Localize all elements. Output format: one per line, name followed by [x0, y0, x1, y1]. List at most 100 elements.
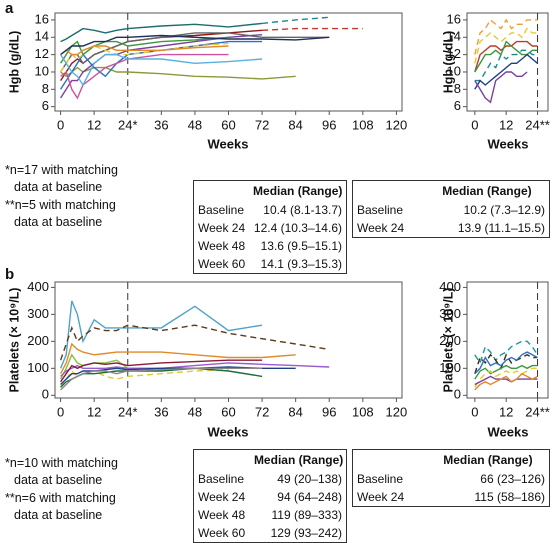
table-value: 66 (23–126)	[480, 472, 545, 486]
table-header-row: Median (Range)	[353, 181, 550, 202]
table-label: Week 60	[198, 257, 246, 271]
table-value: 94 (64–248)	[277, 490, 342, 504]
plot-frame	[54, 281, 403, 399]
series-line	[60, 22, 263, 43]
table-label: Week 24	[198, 490, 246, 504]
table-header-row: Median (Range)	[353, 450, 550, 471]
table-value: 13.6 (9.5–15.1)	[260, 239, 342, 253]
series-line	[474, 49, 538, 82]
y-axis-label: Platelets (× 10⁹/L)	[7, 288, 21, 393]
x-tick-label: 120	[386, 117, 408, 132]
table-header-cell	[353, 181, 425, 202]
table-header-row: Median (Range)	[194, 181, 347, 202]
table-row: Week 48 119 (89–333)	[194, 506, 347, 524]
x-tick-label: 0	[57, 404, 64, 419]
table-header-cell	[194, 181, 250, 202]
x-tick-label: 72	[255, 404, 269, 419]
x-tick-label: 48	[188, 117, 202, 132]
table-label: Baseline	[198, 472, 245, 486]
x-tick-label: 96	[322, 404, 336, 419]
x-tick-label: 12	[87, 117, 101, 132]
table-value: 129 (93–242)	[270, 526, 342, 540]
y-tick-label: 400	[27, 279, 49, 294]
y-tick-label: 12	[35, 46, 49, 61]
table-header-cell	[194, 450, 252, 471]
table-header: Median (Range)	[253, 453, 344, 467]
table-row: Week 24 115 (58–186)	[353, 488, 550, 507]
table-row: Week 60 129 (93–242)	[194, 524, 347, 543]
table-label: Week 24	[357, 490, 405, 504]
footnote: data at baseline	[14, 473, 103, 487]
x-tick-label: 24*	[118, 404, 138, 419]
y-axis-label: Hgb (g/dL)	[441, 31, 455, 93]
y-tick-label: 12	[447, 46, 461, 61]
table-label: Week 60	[198, 526, 246, 540]
table-label: Week 24	[198, 221, 246, 235]
table-row: Week 24 13.9 (11.1–15.5)	[353, 219, 550, 238]
footnote: data at baseline	[14, 508, 103, 522]
series-line	[474, 18, 538, 55]
x-tick-label: 24*	[118, 117, 138, 132]
series-line	[60, 53, 263, 87]
y-tick-label: 100	[27, 360, 49, 375]
y-tick-label: 200	[27, 333, 49, 348]
series-line	[474, 27, 538, 64]
y-tick-label: 10	[447, 63, 461, 78]
series-line	[60, 34, 330, 56]
footnote: *n=17 with matching	[5, 163, 118, 177]
x-tick-label: 72	[255, 117, 269, 132]
x-tick-label: 0	[471, 117, 478, 132]
table-label: Baseline	[357, 203, 404, 217]
table-header: Median (Range)	[443, 453, 533, 467]
series-line	[60, 366, 296, 386]
y-tick-label: 100	[439, 360, 461, 375]
x-tick-label: 24**	[525, 117, 550, 132]
stats-table: Median (Range) Baseline 66 (23–126) Week 24…	[352, 449, 550, 507]
table-header: Median (Range)	[253, 184, 343, 198]
y-axis-label: Platelets (× 10⁹/L)	[441, 288, 455, 393]
x-tick-label: 60	[221, 404, 235, 419]
stats-table: Median (Range) Baseline 10.2 (7.3–12.9) Wee…	[352, 180, 550, 238]
x-tick-label: 12	[499, 404, 513, 419]
series-line	[59, 324, 330, 361]
footnote: *n=10 with matching	[5, 456, 118, 470]
series-line	[474, 71, 528, 104]
table-header: Median (Range)	[442, 184, 532, 198]
series-line	[59, 342, 296, 375]
panel-label: b	[5, 266, 14, 283]
footnote: data at baseline	[14, 215, 103, 229]
table-value: 10.4 (8.1-13.7)	[263, 203, 342, 217]
table-label: Week 24	[357, 221, 405, 235]
y-tick-label: 16	[35, 11, 49, 26]
x-tick-label: 108	[352, 404, 374, 419]
y-tick-label: 6	[42, 98, 49, 113]
y-tick-label: 6	[454, 98, 461, 113]
x-tick-label: 84	[288, 404, 302, 419]
x-tick-label: 60	[221, 117, 235, 132]
y-tick-label: 300	[27, 306, 49, 321]
series-line	[60, 367, 263, 391]
series-line	[474, 340, 539, 365]
series-line	[474, 53, 538, 90]
series-line	[474, 353, 538, 374]
series-line	[262, 16, 330, 25]
series-line	[60, 53, 229, 100]
x-axis-label: Weeks	[488, 136, 529, 151]
table-value: 49 (20–138)	[277, 472, 342, 486]
table-header-row: Median (Range)	[194, 450, 347, 471]
series-line	[474, 351, 538, 375]
series-line	[60, 362, 330, 377]
x-tick-label: 36	[154, 117, 168, 132]
table-label: Week 48	[198, 508, 246, 522]
x-tick-label: 96	[322, 117, 336, 132]
series-line	[60, 359, 263, 383]
x-tick-label: 24**	[525, 404, 550, 419]
y-tick-label: 16	[447, 11, 461, 26]
footnote: **n=6 with matching	[5, 491, 116, 505]
y-tick-label: 0	[454, 387, 461, 402]
x-tick-label: 0	[57, 117, 64, 132]
panel-label: a	[5, 0, 14, 17]
x-tick-label: 12	[499, 117, 513, 132]
y-tick-label: 400	[439, 279, 461, 294]
